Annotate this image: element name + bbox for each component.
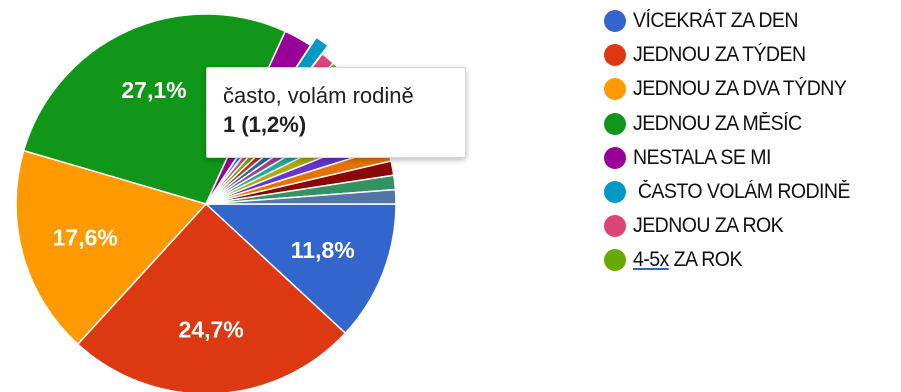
legend-label-rest: ZA ROK bbox=[668, 248, 743, 272]
legend-label: ČASTO VOLÁM RODINĚ bbox=[633, 180, 851, 204]
legend-item-casto-volam-rodine[interactable]: ČASTO VOLÁM RODINĚ bbox=[604, 175, 901, 209]
legend-item-vicekrat-za-den[interactable]: VÍCEKRÁT ZA DEN bbox=[604, 4, 901, 38]
chart-legend: VÍCEKRÁT ZA DEN JEDNOU ZA TÝDEN JEDNOU Z… bbox=[604, 4, 901, 278]
legend-label: JEDNOU ZA TÝDEN bbox=[633, 43, 806, 67]
pie-chart-plot: 11,8% 24,7% 17,6% 27,1% bbox=[15, 13, 397, 392]
slice-value-label: 27,1% bbox=[121, 77, 186, 103]
legend-swatch bbox=[604, 215, 626, 238]
legend-swatch bbox=[604, 181, 626, 204]
legend-item-jednou-za-mesic[interactable]: JEDNOU ZA MĚSÍC bbox=[604, 107, 901, 141]
legend-swatch bbox=[604, 112, 626, 135]
pie-slice[interactable] bbox=[15, 149, 208, 346]
legend-swatch bbox=[604, 10, 626, 33]
legend-swatch bbox=[604, 146, 626, 169]
legend-label: NESTALA SE MI bbox=[633, 145, 771, 169]
legend-label: VÍCEKRÁT ZA DEN bbox=[633, 9, 798, 33]
pie-slice[interactable] bbox=[76, 202, 347, 392]
pie-slice[interactable] bbox=[205, 188, 397, 205]
slice-value-label: 11,8% bbox=[291, 237, 355, 263]
legend-swatch bbox=[604, 249, 626, 272]
tooltip-value: 1 (1,2%) bbox=[223, 112, 307, 137]
slice-value-label: 17,6% bbox=[53, 225, 118, 251]
slice-tooltip: často, volám rodině 1 (1,2%) bbox=[206, 67, 466, 158]
legend-item-jednou-za-rok[interactable]: JEDNOU ZA ROK bbox=[604, 209, 901, 243]
tooltip-title: často, volám rodině bbox=[223, 83, 414, 108]
slice-value-label: 24,7% bbox=[179, 316, 244, 342]
pie-slice[interactable] bbox=[204, 203, 397, 335]
legend-item-jednou-za-dva-tydny[interactable]: JEDNOU ZA DVA TÝDNY bbox=[604, 72, 901, 106]
legend-label: 4-5x ZA ROK bbox=[633, 248, 742, 272]
legend-item-4-5x-za-rok[interactable]: 4-5x ZA ROK bbox=[604, 243, 901, 277]
legend-label: JEDNOU ZA MĚSÍC bbox=[633, 111, 802, 135]
legend-swatch bbox=[604, 78, 626, 101]
legend-label: JEDNOU ZA ROK bbox=[633, 214, 784, 238]
legend-swatch bbox=[604, 44, 626, 67]
legend-label-underlined: 4-5x bbox=[633, 248, 669, 272]
legend-label: JEDNOU ZA DVA TÝDNY bbox=[633, 77, 847, 101]
legend-item-nestala-se-mi[interactable]: NESTALA SE MI bbox=[604, 141, 901, 175]
legend-item-jednou-za-tyden[interactable]: JEDNOU ZA TÝDEN bbox=[604, 38, 901, 72]
